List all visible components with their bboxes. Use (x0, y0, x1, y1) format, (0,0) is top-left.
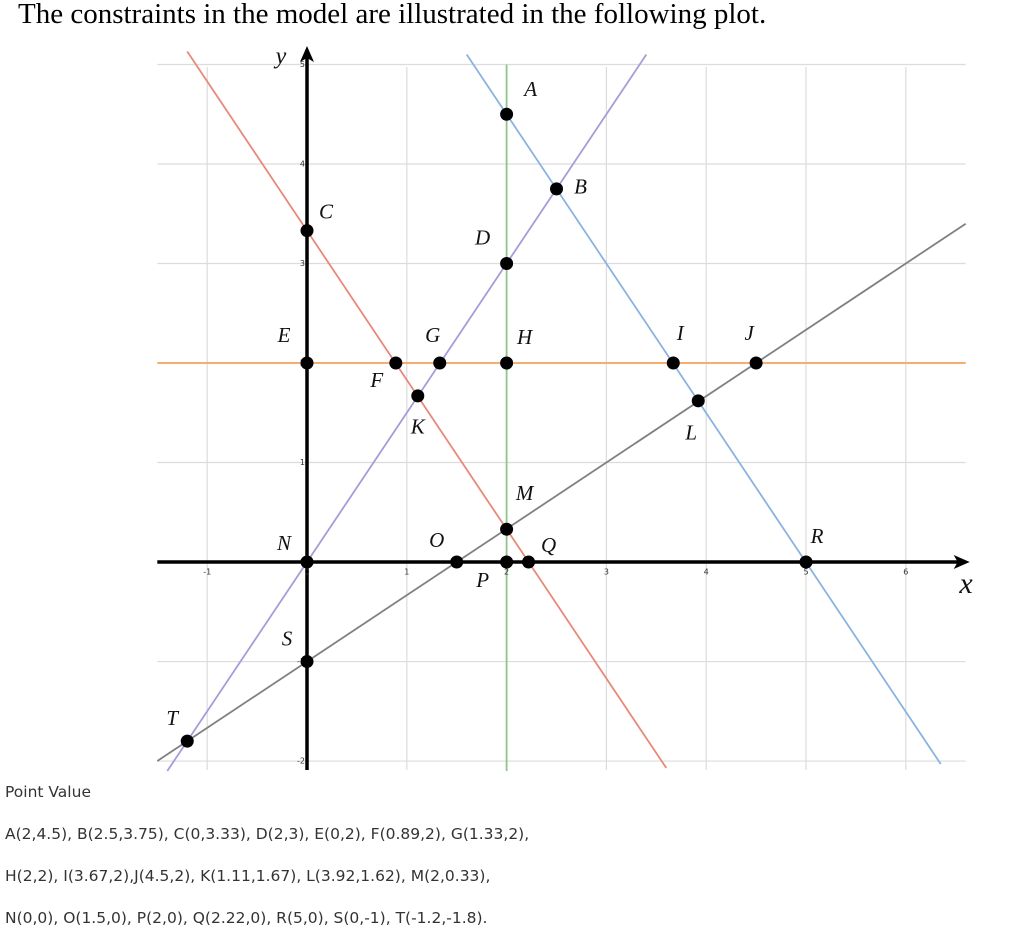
point-label: S (282, 626, 293, 650)
point (500, 256, 514, 270)
constraint-line (166, 54, 648, 772)
point (300, 655, 314, 669)
y-tick-label: 3 (300, 259, 305, 268)
y-axis-label: y (274, 44, 287, 70)
point-label: H (516, 325, 534, 349)
x-tick-label: 4 (704, 568, 709, 577)
point (666, 356, 680, 370)
point (180, 734, 194, 748)
x-tick-label: 0 (304, 568, 309, 577)
point (411, 389, 425, 403)
point-label: Q (541, 533, 556, 557)
point-label: N (276, 531, 292, 555)
heading: The constraints in the model are illustr… (18, 0, 767, 30)
y-tick-label: 5 (300, 60, 305, 69)
point-label: D (474, 225, 490, 249)
point-label: O (429, 528, 444, 552)
point (550, 182, 564, 196)
point (500, 356, 514, 370)
point-label: K (410, 415, 426, 439)
point-label: I (676, 321, 685, 345)
constraint-line (186, 51, 668, 769)
point-label: G (425, 323, 440, 347)
point-label: T (166, 706, 179, 730)
point (749, 356, 763, 370)
point (300, 224, 314, 238)
point-label: P (475, 568, 489, 592)
point (300, 356, 314, 370)
point (433, 356, 447, 370)
point-label: E (277, 323, 291, 347)
point-label: R (810, 524, 824, 548)
x-tick-label: 2 (504, 568, 509, 577)
point (799, 555, 813, 569)
point-label: M (515, 481, 535, 505)
point (500, 555, 514, 569)
point (450, 555, 464, 569)
constraint-line (156, 222, 967, 762)
point-label: J (744, 321, 755, 345)
x-axis-arrow (953, 555, 970, 570)
caption-line: H(2,2), I(3.67,2),J(4.5,2), K(1.11,1.67)… (5, 867, 491, 885)
constraint-line (465, 54, 942, 765)
point-label: L (684, 421, 697, 445)
caption: Point Value A(2,4.5), B(2.5,3.75), C(0,3… (5, 780, 529, 948)
point (522, 555, 536, 569)
x-tick-label: 3 (604, 568, 609, 577)
point-label: A (522, 77, 537, 101)
point (300, 555, 314, 569)
point (389, 356, 403, 370)
chart: -10123456-2-1012345xyABCDEFGHIJKLMNOPQRS… (156, 44, 973, 772)
x-tick-label: 1 (404, 568, 409, 577)
y-tick-label: 1 (300, 458, 305, 467)
point-label: F (369, 368, 383, 392)
x-tick-label: 5 (803, 568, 808, 577)
x-axis-label: x (958, 567, 973, 600)
point-label: B (574, 175, 587, 199)
y-tick-label: -2 (297, 757, 305, 766)
caption-line: N(0,0), O(1.5,0), P(2,0), Q(2.22,0), R(5… (5, 909, 488, 927)
point (500, 107, 514, 121)
y-tick-label: 4 (300, 159, 305, 168)
point (500, 522, 514, 536)
y-axis-arrow (300, 46, 315, 62)
caption-title: Point Value (5, 783, 91, 801)
x-tick-label: 6 (903, 568, 908, 577)
caption-line: A(2,4.5), B(2.5,3.75), C(0,3.33), D(2,3)… (5, 825, 530, 843)
point (691, 394, 705, 408)
x-tick-label: -1 (203, 568, 211, 577)
point-label: C (319, 199, 334, 223)
